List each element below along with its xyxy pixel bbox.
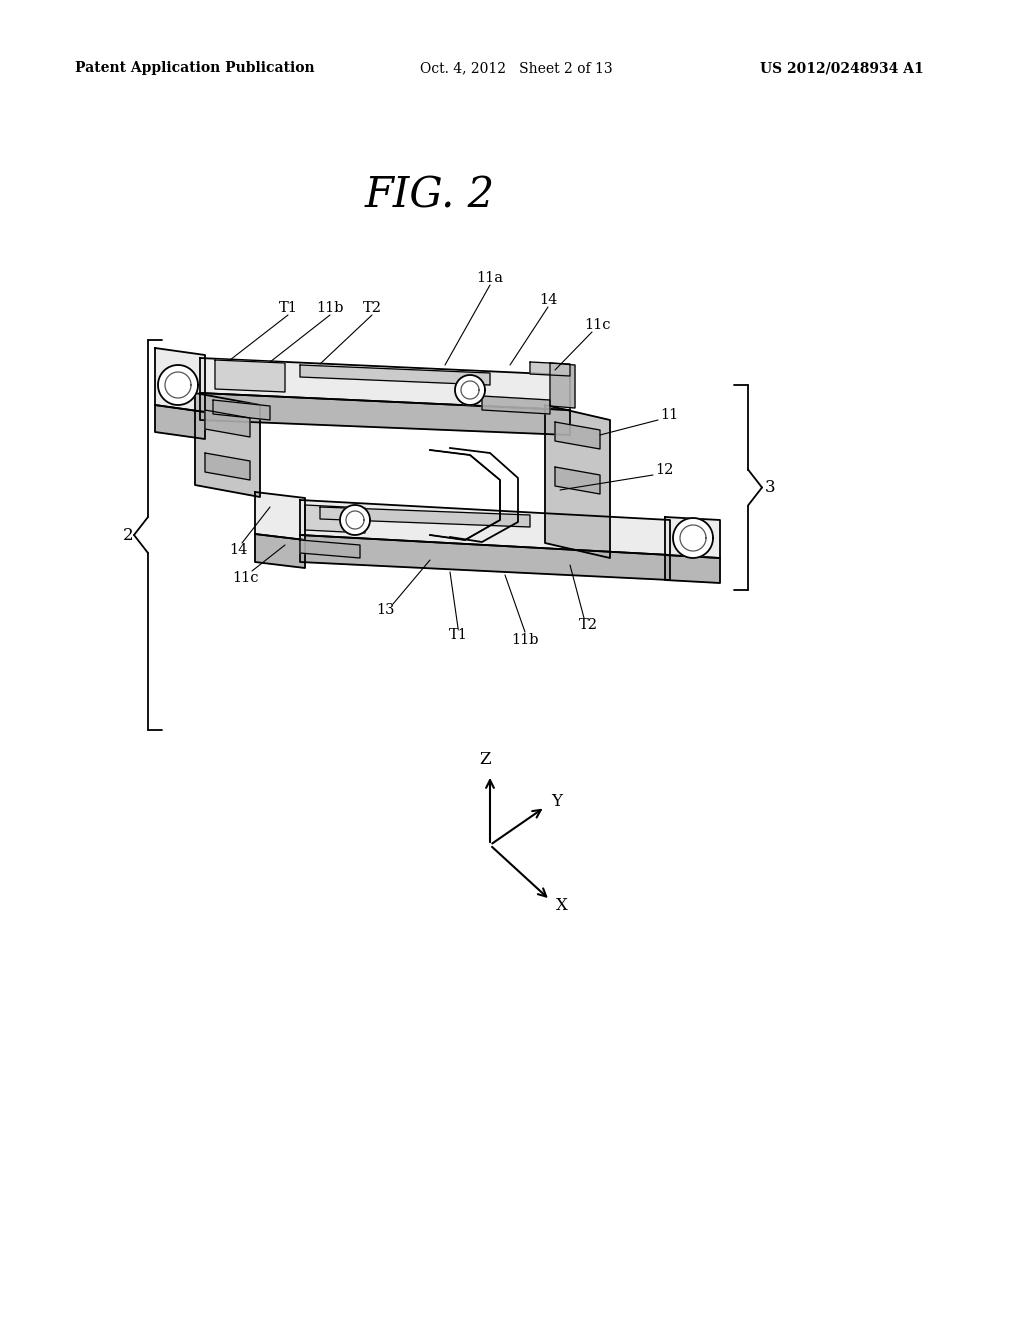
Polygon shape [200,358,570,411]
Text: 13: 13 [376,603,394,616]
Text: 11c: 11c [231,572,258,585]
Text: 12: 12 [655,463,674,477]
Polygon shape [195,393,260,498]
Polygon shape [545,405,610,558]
Polygon shape [200,393,570,436]
Polygon shape [213,400,270,420]
Polygon shape [319,507,530,527]
Text: 11b: 11b [316,301,344,315]
Polygon shape [340,506,370,535]
Polygon shape [665,517,720,558]
Polygon shape [550,363,575,408]
Text: 14: 14 [228,543,247,557]
Polygon shape [455,375,485,405]
Text: US 2012/0248934 A1: US 2012/0248934 A1 [760,61,924,75]
Text: T2: T2 [579,618,597,632]
Polygon shape [300,535,670,579]
Polygon shape [555,422,600,449]
Text: Y: Y [552,793,562,810]
Text: 2: 2 [123,527,133,544]
Polygon shape [300,500,670,554]
Text: FIG. 2: FIG. 2 [365,174,495,216]
Polygon shape [205,453,250,480]
Polygon shape [555,467,600,494]
Text: T1: T1 [449,628,467,642]
Polygon shape [158,366,198,405]
Polygon shape [530,362,570,376]
Text: T1: T1 [279,301,297,315]
Text: T2: T2 [362,301,382,315]
Polygon shape [255,492,305,540]
Text: 3: 3 [765,479,775,496]
Text: Z: Z [479,751,490,768]
Polygon shape [155,348,205,412]
Text: 11a: 11a [476,271,504,285]
Polygon shape [215,360,285,392]
Text: Patent Application Publication: Patent Application Publication [75,61,314,75]
Polygon shape [665,554,720,583]
Text: 11b: 11b [511,634,539,647]
Polygon shape [300,366,490,385]
Polygon shape [155,405,205,440]
Polygon shape [482,396,550,414]
Polygon shape [205,411,250,437]
Polygon shape [300,540,360,558]
Text: 11c: 11c [585,318,611,333]
Text: Oct. 4, 2012   Sheet 2 of 13: Oct. 4, 2012 Sheet 2 of 13 [420,61,612,75]
Text: 14: 14 [539,293,557,308]
Text: X: X [556,896,568,913]
Polygon shape [673,517,713,558]
Polygon shape [305,506,365,533]
Polygon shape [255,535,305,568]
Text: 11: 11 [660,408,678,422]
